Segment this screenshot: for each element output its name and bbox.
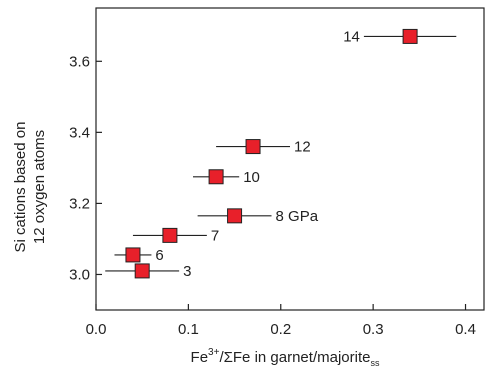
point-marker [245,139,261,155]
x-tick-label: 0.2 [270,321,291,338]
x-axis-title-middle: /ΣFe in garnet/majorite [219,349,370,366]
y-tick-label: 3.6 [69,53,90,70]
x-tick-label: 0.4 [455,321,476,338]
point-marker [208,169,224,185]
data-point: 8 GPa [197,208,319,225]
point-label: 7 [211,227,219,244]
y-axis-ticks: 3.0 3.2 3.4 3.6 [69,53,102,283]
data-point: 6 [114,247,164,264]
y-axis-title-line-2: 12 oxygen atoms [31,130,48,244]
x-axis-ticks: 0.0 0.1 0.2 0.3 0.4 [86,304,476,338]
x-axis-title-sup: 3+ [208,347,220,358]
x-tick-label: 0.1 [178,321,199,338]
point-marker [402,28,418,44]
point-marker [134,263,150,279]
data-point: 10 [193,169,260,186]
y-tick-label: 3.2 [69,195,90,212]
x-axis-title: Fe3+/ΣFe in garnet/majoritess [191,347,380,368]
point-label: 8 GPa [276,208,319,225]
x-tick-label: 0.0 [86,321,107,338]
x-axis-title-sub: ss [370,358,380,368]
point-marker [125,247,141,263]
data-point: 7 [132,227,219,244]
x-axis-title-main: Fe [191,349,209,366]
x-tick-label: 0.3 [363,321,384,338]
point-label: 14 [343,28,360,45]
data-point: 14 [343,28,457,45]
plot-axes [95,7,485,311]
plot-frame [95,7,485,311]
data-point: 3 [105,263,191,280]
point-marker [162,227,178,243]
data-points: 3 6 7 8 GPa 10 12 14 [105,28,457,280]
y-tick-label: 3.4 [69,124,90,141]
point-label: 12 [294,139,311,156]
point-label: 10 [243,169,260,186]
point-label: 3 [183,263,191,280]
point-label: 6 [155,247,163,264]
y-tick-label: 3.0 [69,266,90,283]
point-marker [227,208,243,224]
data-point: 12 [216,139,311,156]
y-axis-title-line-1: Si cations based on [12,122,29,253]
